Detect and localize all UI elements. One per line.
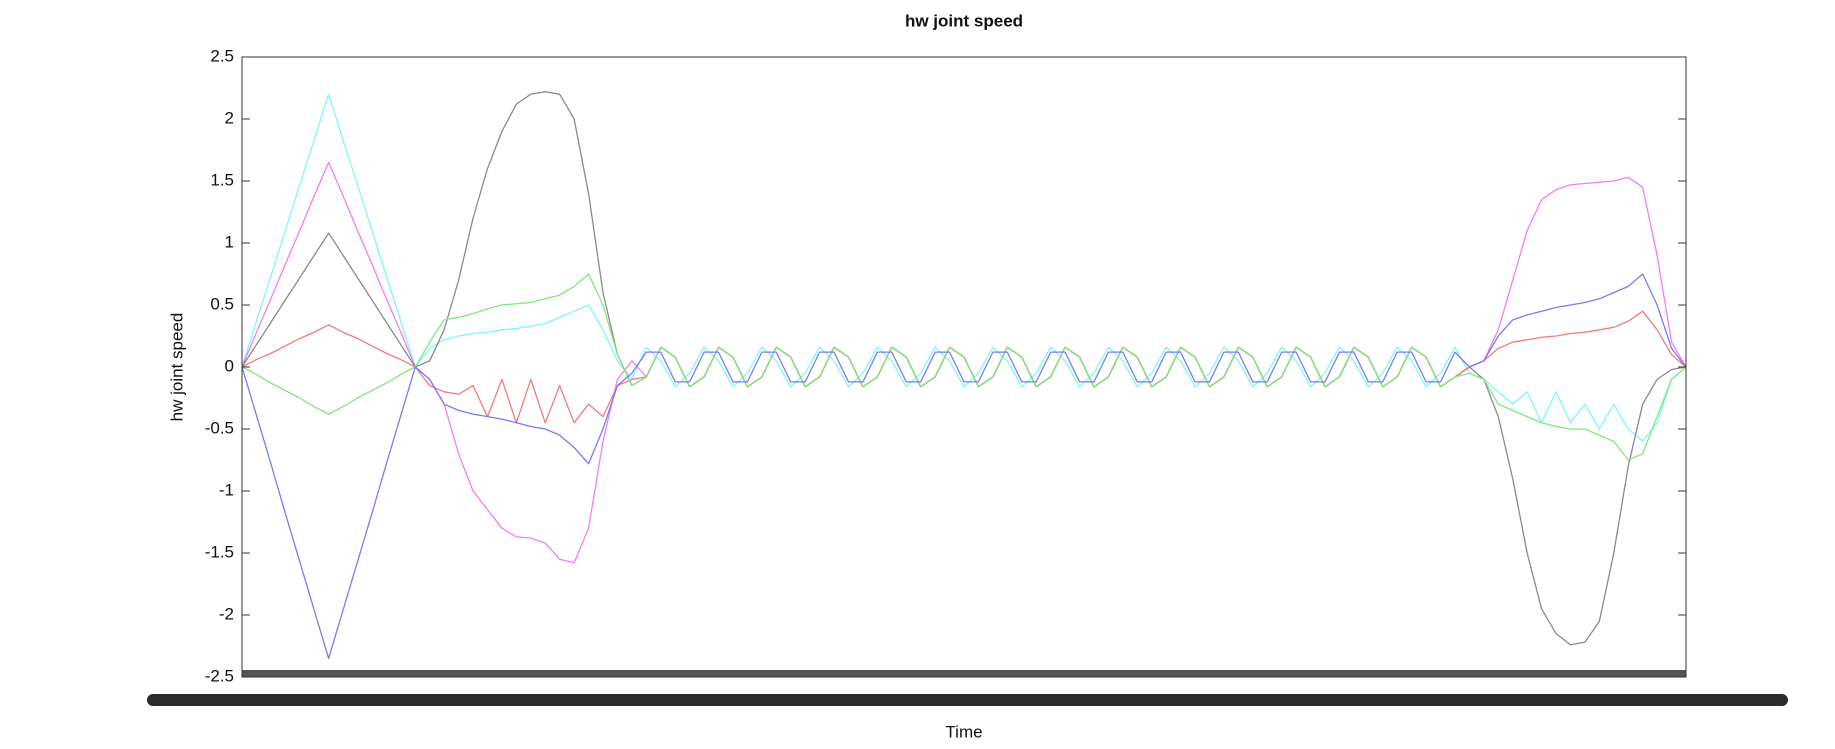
series-line [241, 273, 1687, 461]
y-axis-label: hw joint speed [167, 313, 186, 422]
y-tick-label: 1 [225, 232, 234, 251]
y-tick-label: -2 [219, 604, 234, 623]
chart-title: hw joint speed [905, 11, 1023, 30]
series-line [241, 93, 1687, 443]
y-tick-label: 0 [225, 356, 234, 375]
x-tick-strip [242, 670, 1686, 677]
y-tick-label: 2 [225, 108, 234, 127]
series-line [241, 273, 1687, 660]
y-tick-label: -1.5 [205, 542, 234, 561]
y-tick-label: 0.5 [210, 294, 234, 313]
x-axis-label: Time [945, 722, 982, 741]
plot-area [241, 91, 1687, 660]
y-tick-label: -0.5 [205, 418, 234, 437]
y-tick-label: -2.5 [205, 666, 234, 685]
y-tick-label: 2.5 [210, 46, 234, 65]
y-tick-label: -1 [219, 480, 234, 499]
x-tick-labels-overlap [147, 694, 1788, 706]
y-tick-label: 1.5 [210, 170, 234, 189]
